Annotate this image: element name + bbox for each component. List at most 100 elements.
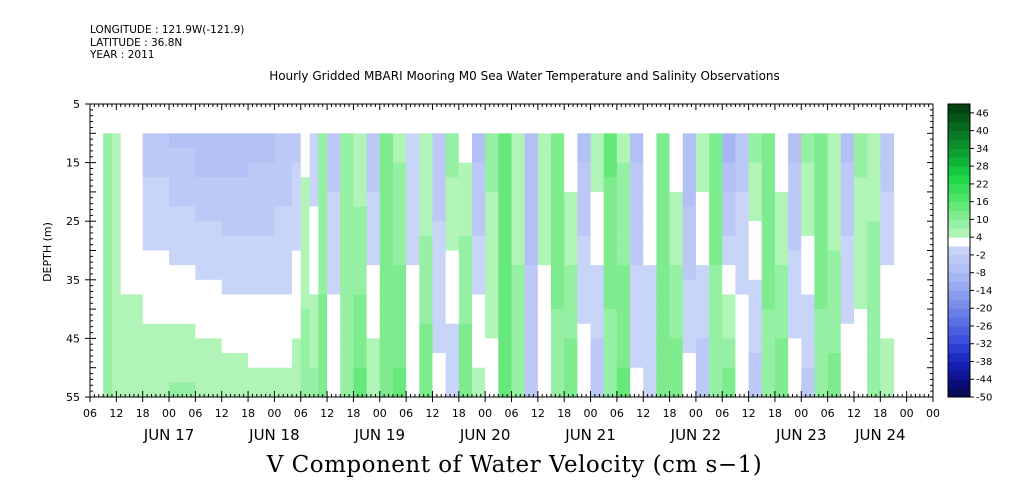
colorbar-label: -44: [976, 375, 992, 386]
heatmap-cell: [656, 235, 671, 252]
heatmap-cell: [221, 265, 249, 281]
heatmap-cell: [291, 265, 302, 281]
heatmap-cell: [827, 221, 842, 237]
heatmap-cell: [103, 162, 113, 178]
heatmap-cell: [577, 353, 592, 369]
heatmap-cell: [142, 353, 170, 369]
heatmap-cell: [485, 279, 499, 296]
heatmap-cell: [774, 265, 789, 281]
heatmap-cell: [840, 206, 855, 222]
heatmap-cell: [735, 250, 750, 266]
heatmap-cell: [353, 353, 368, 369]
heatmap-cell: [709, 265, 723, 281]
heatmap-cell: [120, 162, 144, 178]
heatmap-cell: [537, 162, 552, 178]
heatmap-cell: [801, 221, 816, 237]
heatmap-cell: [827, 133, 842, 149]
heatmap-cell: [327, 133, 341, 149]
heatmap-cell: [445, 147, 460, 164]
heatmap-cell: [366, 177, 381, 193]
heatmap-cell: [748, 353, 763, 369]
heatmap-cell: [485, 353, 499, 369]
heatmap-cell: [656, 367, 671, 383]
heatmap-cell: [511, 235, 526, 252]
colorbar-swatch: [948, 343, 970, 354]
heatmap-cell: [867, 133, 881, 149]
heatmap-cell: [853, 338, 868, 354]
heatmap-cell: [195, 309, 223, 325]
heatmap-cell: [722, 133, 737, 149]
heatmap-cell: [669, 147, 684, 164]
heatmap-cell: [274, 162, 293, 178]
heatmap-cell: [327, 177, 341, 193]
heatmap-cell: [379, 177, 394, 193]
heatmap-cell: [445, 191, 460, 208]
heatmap-cell: [840, 323, 855, 339]
heatmap-cell: [669, 309, 684, 325]
heatmap-cell: [735, 367, 750, 383]
heatmap-cell: [774, 206, 789, 222]
heatmap-cell: [801, 309, 816, 325]
heatmap-cell: [445, 265, 460, 281]
heatmap-cell: [327, 309, 341, 325]
heatmap-cell: [616, 323, 631, 339]
heatmap-cell: [722, 250, 737, 266]
heatmap-cell: [801, 177, 816, 193]
heatmap-cell: [406, 265, 420, 281]
heatmap-cell: [537, 221, 552, 237]
heatmap-cell: [327, 323, 341, 339]
heatmap-cell: [195, 191, 223, 208]
x-day-label: JUN 23: [775, 426, 826, 444]
heatmap-cell: [761, 265, 776, 281]
heatmap-cell: [432, 177, 447, 193]
heatmap-cell: [195, 162, 223, 178]
x-tick-label: 00: [900, 407, 914, 420]
heatmap-cell: [603, 265, 618, 281]
heatmap-cell: [774, 162, 789, 178]
heatmap-cell: [511, 177, 526, 193]
heatmap-cell: [300, 382, 311, 398]
heatmap-cell: [774, 235, 789, 252]
heatmap-cell: [485, 177, 499, 193]
heatmap-cell: [111, 323, 122, 339]
heatmap-cell: [353, 338, 368, 354]
heatmap-cell: [853, 206, 868, 222]
heatmap-cell: [142, 221, 170, 237]
heatmap-cell: [111, 265, 122, 281]
colorbar-swatch: [948, 370, 970, 380]
heatmap-cell: [551, 177, 565, 193]
heatmap-cell: [300, 221, 311, 237]
heatmap-cell: [590, 323, 605, 339]
heatmap-cell: [291, 323, 302, 339]
heatmap-cell: [656, 250, 671, 266]
x-tick-label: 12: [109, 407, 123, 420]
heatmap-cell: [551, 133, 565, 149]
heatmap-cell: [735, 323, 750, 339]
heatmap-cell: [682, 309, 697, 325]
heatmap-cell: [379, 294, 394, 310]
heatmap-cell: [630, 206, 644, 222]
heatmap-cell: [577, 294, 592, 310]
heatmap-cell: [564, 294, 578, 310]
heatmap-cell: [498, 206, 513, 222]
heatmap-cell: [379, 191, 394, 208]
heatmap-cell: [366, 147, 381, 164]
heatmap-cell: [695, 206, 710, 222]
year-label: YEAR : 2011: [90, 49, 155, 61]
heatmap-cell: [669, 265, 684, 281]
heatmap-cell: [656, 265, 671, 281]
colorbar-swatch: [948, 201, 970, 211]
heatmap-cell: [392, 367, 407, 383]
heatmap-cell: [577, 147, 592, 164]
heatmap-cell: [840, 191, 855, 208]
heatmap-cell: [853, 294, 868, 310]
heatmap-cell: [169, 323, 196, 339]
heatmap-cell: [195, 367, 223, 383]
heatmap-cell: [537, 191, 552, 208]
heatmap-cell: [327, 382, 341, 398]
heatmap-cell: [669, 235, 684, 252]
heatmap-cell: [801, 338, 816, 354]
heatmap-cell: [616, 191, 631, 208]
heatmap-cell: [366, 250, 381, 266]
heatmap-cell: [120, 221, 144, 237]
